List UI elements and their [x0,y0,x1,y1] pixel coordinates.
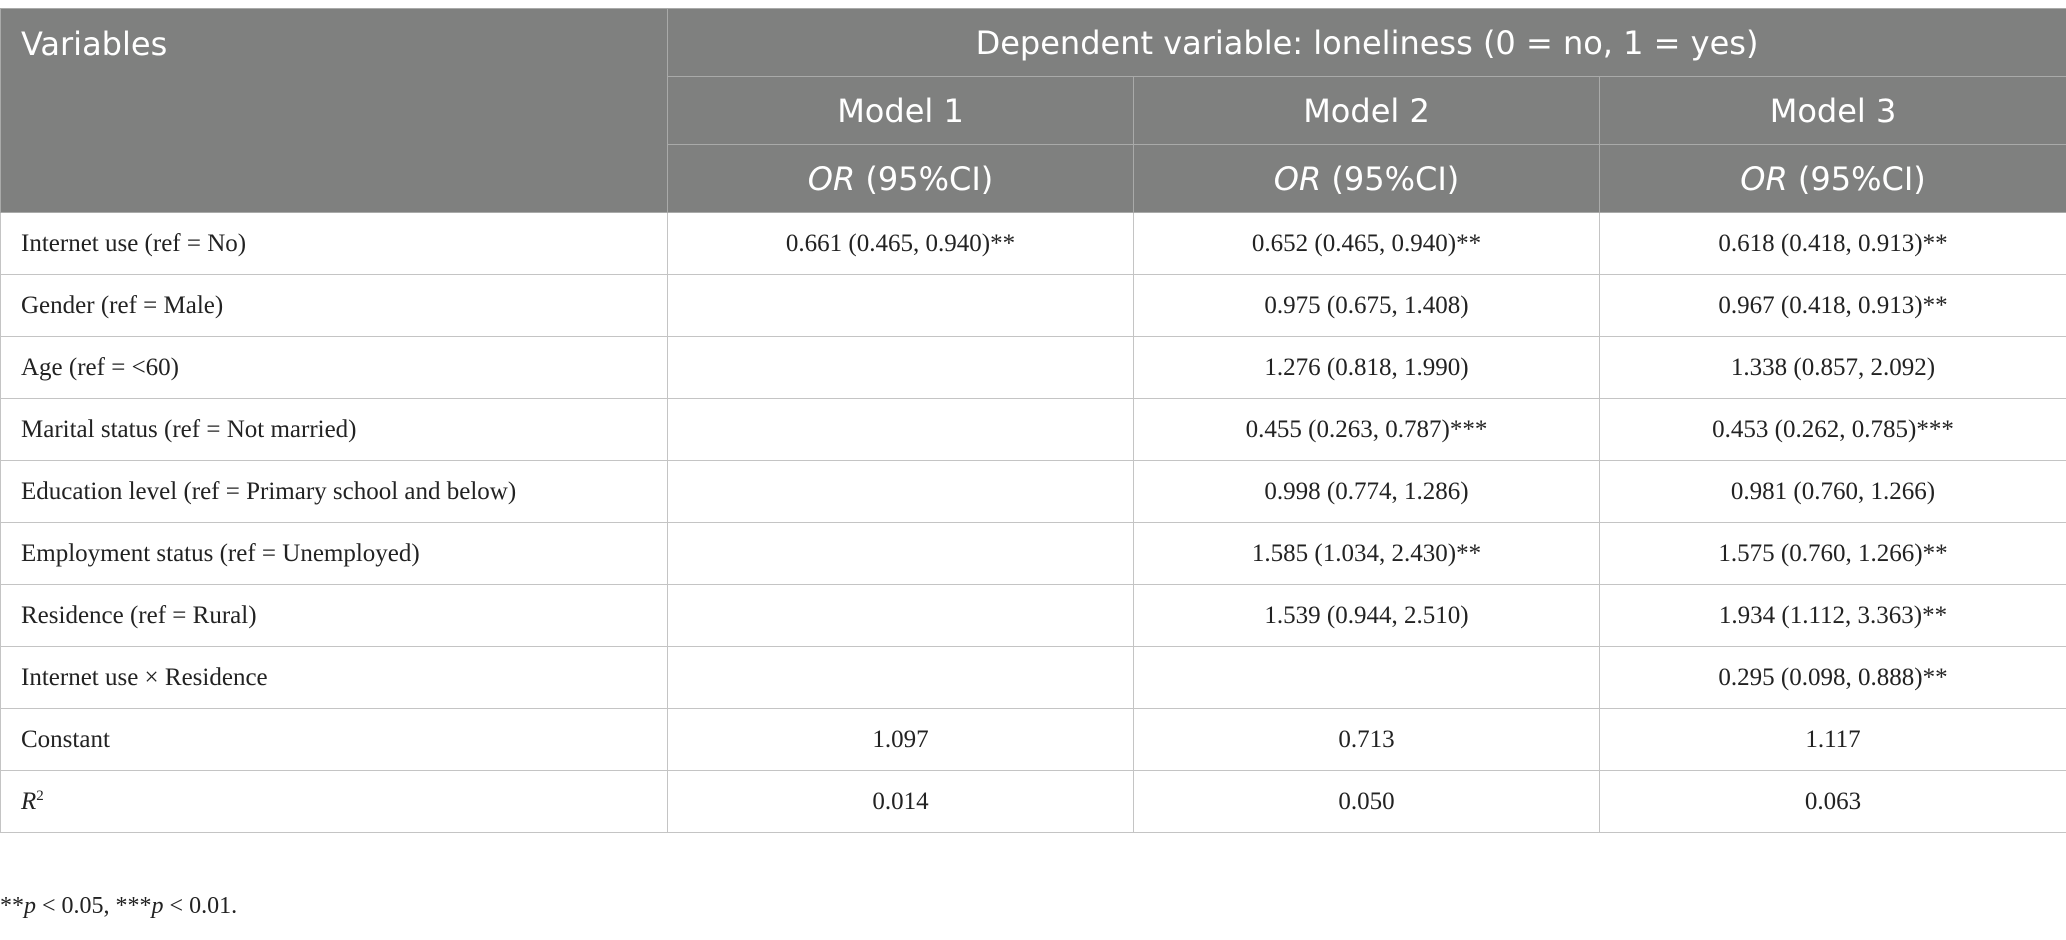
model-3-cell: 0.981 (0.760, 1.266) [1598,460,2066,523]
model-2-cell: 0.713 [1133,708,1600,771]
footnote-p-1: p [24,893,36,919]
model-3-cell: 0.967 (0.418, 0.913)** [1598,274,2066,337]
model-1-header: Model 1 [667,76,1134,145]
model-1-cell: 0.661 (0.465, 0.940)** [667,212,1134,275]
row-label-r-squared: R2 [0,770,668,833]
row-label: Internet use × Residence [0,646,668,709]
r-superscript: 2 [36,787,44,804]
model-2-cell: 1.539 (0.944, 2.510) [1133,584,1600,647]
model-1-cell: 1.097 [667,708,1134,771]
stat-suffix: (95%CI) [1321,159,1460,198]
model-3-header: Model 3 [1598,76,2066,145]
dependent-variable-header: Dependent variable: loneliness (0 = no, … [666,8,2066,77]
r-symbol: R [21,787,37,815]
row-label: Education level (ref = Primary school an… [0,460,668,523]
row-label: Gender (ref = Male) [0,274,668,337]
stat-suffix: (95%CI) [855,159,994,198]
model-1-cell [667,336,1134,399]
model-2-cell: 0.455 (0.263, 0.787)*** [1133,398,1600,461]
model-1-cell [667,522,1134,585]
model-3-cell: 1.117 [1598,708,2066,771]
model-1-cell [667,274,1134,337]
table-row: Employment status (ref = Unemployed) 1.5… [0,522,2066,585]
table-row: Internet use × Residence 0.295 (0.098, 0… [0,646,2066,709]
variables-header: Variables [0,8,668,213]
model-2-cell: 0.998 (0.774, 1.286) [1133,460,1600,523]
table-row: Education level (ref = Primary school an… [0,460,2066,523]
footnote-text-2: < 0.01. [163,893,238,919]
model-3-stat-header: OR (95%CI) [1598,144,2066,213]
stat-prefix: OR [1273,159,1322,198]
model-3-cell: 1.575 (0.760, 1.266)** [1598,522,2066,585]
model-2-cell: 1.276 (0.818, 1.990) [1133,336,1600,399]
model-1-stat-header: OR (95%CI) [667,144,1134,213]
model-1-cell [667,584,1134,647]
row-label: Constant [0,708,668,771]
footnote-text-1: < 0.05, [36,893,116,919]
model-2-header: Model 2 [1133,76,1600,145]
row-label: Residence (ref = Rural) [0,584,668,647]
model-2-cell: 1.585 (1.034, 2.430)** [1133,522,1600,585]
table-row: Marital status (ref = Not married) 0.455… [0,398,2066,461]
table-row: Gender (ref = Male) 0.975 (0.675, 1.408)… [0,274,2066,337]
footnote-stars-2: *** [115,893,152,919]
footnote-stars-1: ** [0,893,24,919]
model-3-cell: 1.934 (1.112, 3.363)** [1598,584,2066,647]
stat-suffix: (95%CI) [1787,159,1926,198]
stat-prefix: OR [807,159,856,198]
table-row: Residence (ref = Rural) 1.539 (0.944, 2.… [0,584,2066,647]
table-row: Age (ref = <60) 1.276 (0.818, 1.990) 1.3… [0,336,2066,399]
stat-prefix: OR [1740,159,1788,198]
model-3-cell: 1.338 (0.857, 2.092) [1598,336,2066,399]
model-2-cell: 0.050 [1133,770,1600,833]
table-footnote: **p < 0.05, ***p < 0.01. [0,893,237,920]
regression-table: Variables Dependent variable: loneliness… [0,8,2066,833]
footnote-p-2: p [151,893,164,919]
model-3-cell: 0.063 [1598,770,2066,833]
model-2-stat-header: OR (95%CI) [1133,144,1600,213]
model-2-cell [1133,646,1600,709]
row-label: Marital status (ref = Not married) [0,398,668,461]
row-label: Age (ref = <60) [0,336,668,399]
model-1-cell [667,398,1134,461]
model-1-cell: 0.014 [667,770,1134,833]
table-header: Variables Dependent variable: loneliness… [0,8,2066,213]
model-3-cell: 0.295 (0.098, 0.888)** [1598,646,2066,709]
model-1-cell [667,460,1134,523]
model-3-cell: 0.453 (0.262, 0.785)*** [1598,398,2066,461]
model-3-cell: 0.618 (0.418, 0.913)** [1598,212,2066,275]
model-1-cell [667,646,1134,709]
table-row-r-squared: R2 0.014 0.050 0.063 [0,770,2066,833]
table-row: Internet use (ref = No) 0.661 (0.465, 0.… [0,212,2066,275]
row-label: Internet use (ref = No) [0,212,668,275]
row-label: Employment status (ref = Unemployed) [0,522,668,585]
table-row: Constant 1.097 0.713 1.117 [0,708,2066,771]
model-2-cell: 0.652 (0.465, 0.940)** [1133,212,1600,275]
table-body: Internet use (ref = No) 0.661 (0.465, 0.… [0,212,2066,833]
model-2-cell: 0.975 (0.675, 1.408) [1133,274,1600,337]
